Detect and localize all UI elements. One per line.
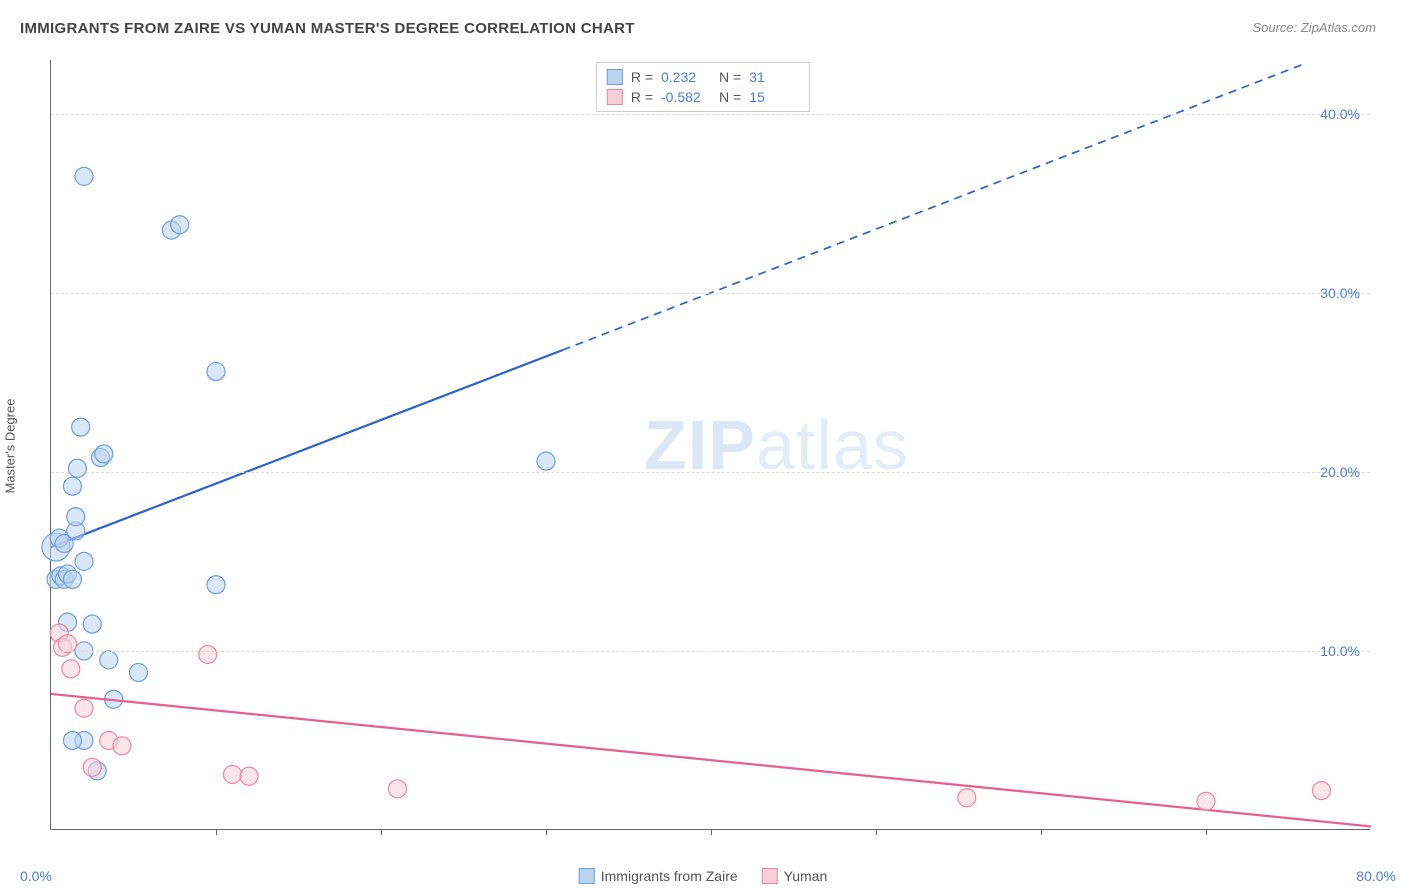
r-value: -0.582 (661, 89, 711, 105)
point-zaire (75, 552, 93, 570)
trendline-zaire (51, 350, 563, 547)
point-yuman (62, 660, 80, 678)
point-zaire (100, 651, 118, 669)
point-zaire (67, 508, 85, 526)
legend-swatch (579, 868, 595, 884)
x-tick (381, 829, 382, 835)
y-tick-label: 10.0% (1320, 643, 1360, 659)
n-value: 15 (749, 89, 799, 105)
gridline-h (51, 472, 1370, 473)
gridline-h (51, 293, 1370, 294)
gridline-h (51, 651, 1370, 652)
n-label: N = (719, 89, 741, 105)
legend-swatch (607, 89, 623, 105)
x-axis-min-label: 0.0% (20, 868, 52, 884)
r-value: 0.232 (661, 69, 711, 85)
point-zaire (68, 459, 86, 477)
legend-item: Immigrants from Zaire (579, 868, 738, 884)
point-yuman (199, 646, 217, 664)
x-tick (216, 829, 217, 835)
legend-item: Yuman (762, 868, 828, 884)
legend-swatch (607, 69, 623, 85)
y-tick-label: 30.0% (1320, 285, 1360, 301)
chart-svg (51, 60, 1370, 829)
point-zaire (63, 731, 81, 749)
point-zaire (207, 576, 225, 594)
legend-correlation: R = 0.232 N = 31 R = -0.582 N = 15 (596, 62, 810, 112)
legend-corr-row-yuman: R = -0.582 N = 15 (607, 87, 799, 107)
point-zaire (63, 570, 81, 588)
legend-label: Yuman (784, 868, 828, 884)
x-axis-max-label: 80.0% (1356, 868, 1396, 884)
plot-area: ZIPatlas 10.0%20.0%30.0%40.0% (50, 60, 1370, 830)
source-attribution: Source: ZipAtlas.com (1252, 20, 1376, 35)
legend-corr-row-zaire: R = 0.232 N = 31 (607, 67, 799, 87)
n-label: N = (719, 69, 741, 85)
point-zaire (207, 363, 225, 381)
point-zaire (63, 477, 81, 495)
point-yuman (83, 758, 101, 776)
gridline-h (51, 114, 1370, 115)
point-zaire (83, 615, 101, 633)
point-zaire (129, 663, 147, 681)
n-value: 31 (749, 69, 799, 85)
point-yuman (1313, 782, 1331, 800)
point-zaire (72, 418, 90, 436)
x-tick (546, 829, 547, 835)
source-value: ZipAtlas.com (1301, 20, 1376, 35)
y-axis-title: Master's Degree (3, 399, 18, 494)
point-yuman (113, 737, 131, 755)
point-zaire (537, 452, 555, 470)
point-zaire (75, 167, 93, 185)
legend-label: Immigrants from Zaire (601, 868, 738, 884)
legend-series: Immigrants from Zaire Yuman (579, 868, 828, 884)
x-tick (876, 829, 877, 835)
x-tick (711, 829, 712, 835)
point-yuman (389, 780, 407, 798)
y-tick-label: 20.0% (1320, 464, 1360, 480)
point-yuman (75, 699, 93, 717)
point-yuman (224, 765, 242, 783)
point-yuman (1197, 792, 1215, 810)
x-tick (1206, 829, 1207, 835)
source-label: Source: (1252, 20, 1300, 35)
x-tick (1041, 829, 1042, 835)
trendline-yuman (51, 694, 1371, 827)
point-zaire (171, 216, 189, 234)
point-zaire (95, 445, 113, 463)
point-yuman (958, 789, 976, 807)
y-tick-label: 40.0% (1320, 106, 1360, 122)
r-label: R = (631, 69, 653, 85)
chart-title: IMMIGRANTS FROM ZAIRE VS YUMAN MASTER'S … (20, 20, 635, 37)
legend-swatch (762, 868, 778, 884)
r-label: R = (631, 89, 653, 105)
point-yuman (240, 767, 258, 785)
